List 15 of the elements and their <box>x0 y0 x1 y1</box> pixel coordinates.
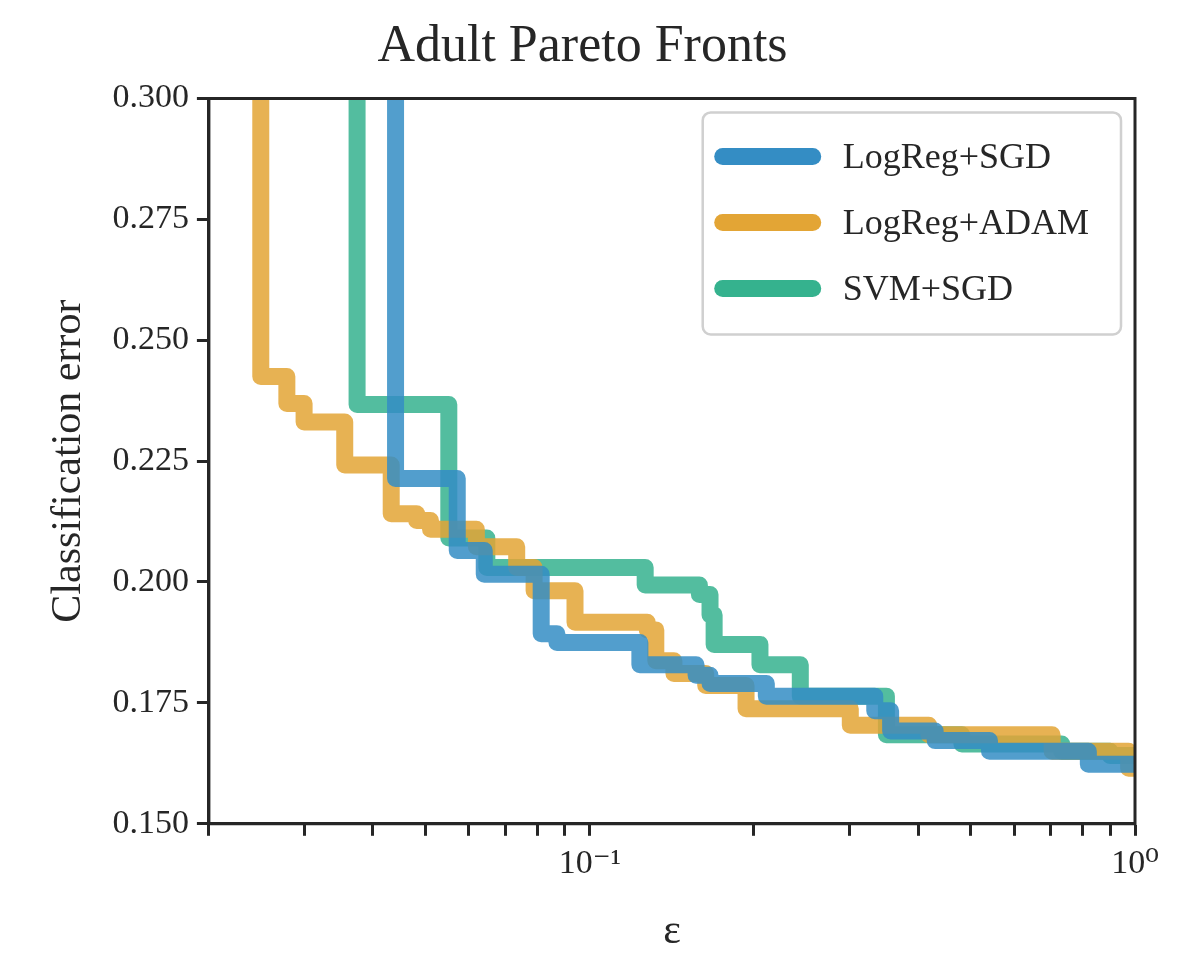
y-tick-label: 0.300 <box>112 77 189 115</box>
legend-label: SVM+SGD <box>842 267 1014 308</box>
y-axis-title: Classification error <box>43 299 90 623</box>
y-tick-label: 0.200 <box>112 560 189 598</box>
legend-label: LogReg+ADAM <box>842 201 1090 242</box>
x-tick-label: 10⁰ <box>1111 843 1159 881</box>
x-axis-title: ε <box>663 905 681 952</box>
y-tick-label: 0.250 <box>112 319 189 357</box>
x-tick-label: 10⁻¹ <box>558 843 621 881</box>
legend-label: LogReg+SGD <box>842 135 1052 176</box>
y-tick-label: 0.150 <box>112 802 189 840</box>
chart-title: Adult Pareto Fronts <box>377 14 788 72</box>
y-tick-label: 0.225 <box>112 440 189 478</box>
y-tick-label: 0.275 <box>112 198 189 236</box>
y-tick-label: 0.175 <box>112 681 189 719</box>
